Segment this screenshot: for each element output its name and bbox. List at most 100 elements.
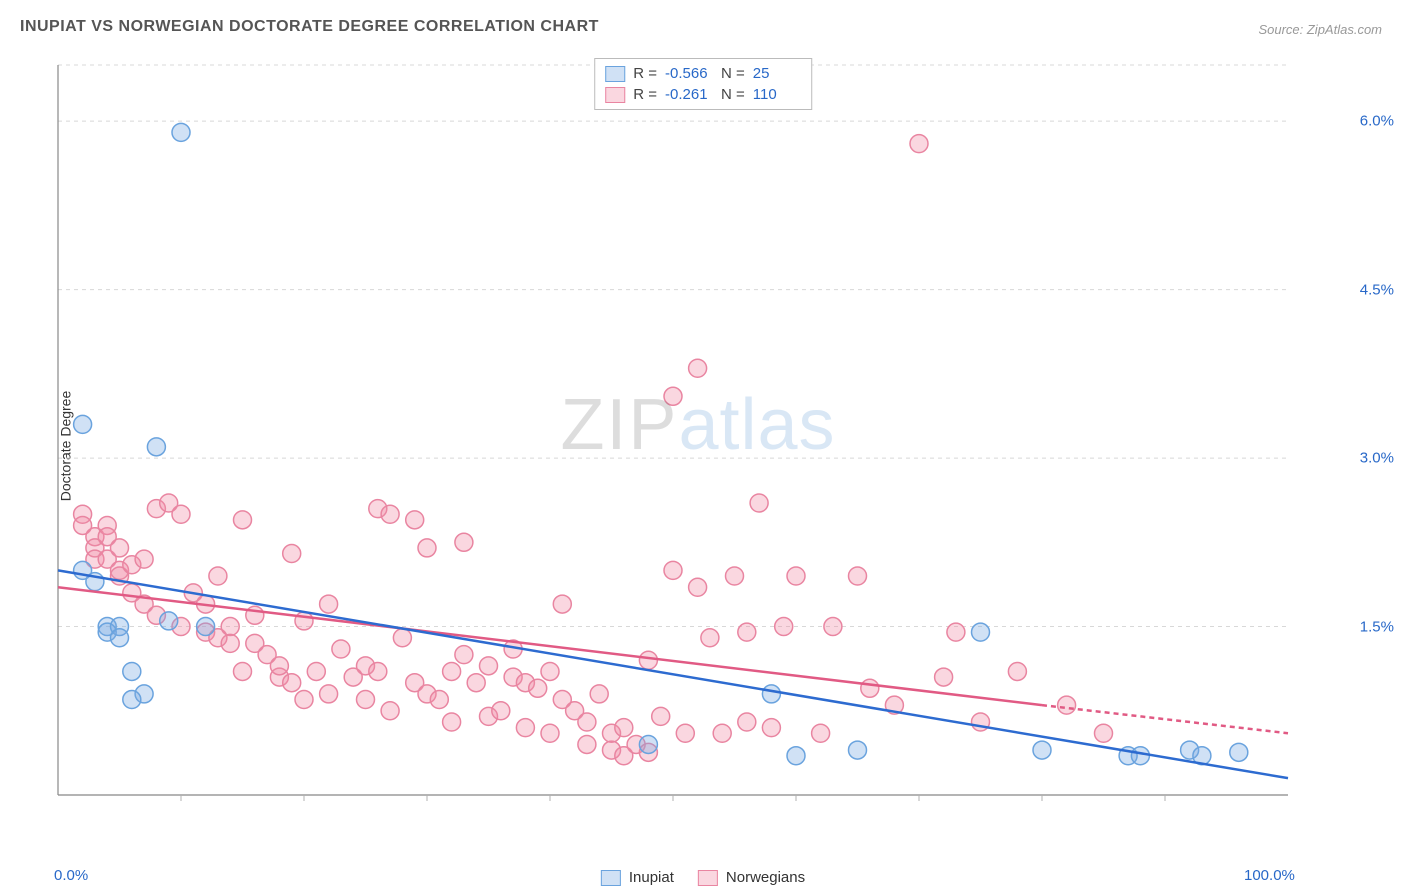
norwegians-point bbox=[738, 623, 756, 641]
legend-row-norwegians: R = -0.261 N = 110 bbox=[605, 84, 801, 105]
legend-correlation: R = -0.566 N = 25 R = -0.261 N = 110 bbox=[594, 58, 812, 110]
norwegians-point bbox=[393, 629, 411, 647]
norwegians-point bbox=[910, 135, 928, 153]
norwegians-point bbox=[750, 494, 768, 512]
norwegians-point bbox=[369, 662, 387, 680]
legend-label-inupiat: Inupiat bbox=[629, 869, 674, 886]
x-axis-min-label: 0.0% bbox=[54, 867, 88, 884]
chart-svg bbox=[48, 55, 1348, 825]
norwegians-point bbox=[357, 691, 375, 709]
inupiat-point bbox=[197, 618, 215, 636]
norwegians-point bbox=[221, 618, 239, 636]
legend-swatch-inupiat bbox=[605, 66, 625, 82]
norwegians-point bbox=[726, 567, 744, 585]
norwegians-point bbox=[221, 634, 239, 652]
norwegians-point bbox=[295, 612, 313, 630]
plot-area: ZIPatlas bbox=[48, 55, 1348, 825]
norwegians-point bbox=[270, 657, 288, 675]
chart-source: Source: ZipAtlas.com bbox=[1258, 22, 1382, 37]
norwegians-point bbox=[947, 623, 965, 641]
norwegians-point bbox=[553, 595, 571, 613]
norwegians-point bbox=[234, 511, 252, 529]
norwegians-point bbox=[652, 707, 670, 725]
norwegians-point bbox=[541, 724, 559, 742]
trend-line bbox=[58, 587, 1042, 705]
norwegians-point bbox=[676, 724, 694, 742]
norwegians-point bbox=[664, 387, 682, 405]
norwegians-point bbox=[824, 618, 842, 636]
inupiat-point bbox=[147, 438, 165, 456]
norwegians-point bbox=[516, 719, 534, 737]
norwegians-point bbox=[111, 539, 129, 557]
y-tick-label: 4.5% bbox=[1360, 281, 1394, 298]
y-tick-label: 1.5% bbox=[1360, 618, 1394, 635]
norwegians-point bbox=[455, 646, 473, 664]
legend-n-label: N = bbox=[721, 86, 745, 103]
inupiat-point bbox=[111, 629, 129, 647]
inupiat-point bbox=[74, 415, 92, 433]
y-tick-label: 6.0% bbox=[1360, 113, 1394, 130]
norwegians-point bbox=[467, 674, 485, 692]
inupiat-point bbox=[849, 741, 867, 759]
legend-r-label: R = bbox=[633, 86, 657, 103]
norwegians-point bbox=[480, 657, 498, 675]
norwegians-point bbox=[775, 618, 793, 636]
norwegians-point bbox=[332, 640, 350, 658]
legend-r-value: -0.261 bbox=[665, 86, 713, 103]
norwegians-point bbox=[418, 539, 436, 557]
legend-swatch-norwegians bbox=[698, 870, 718, 886]
norwegians-point bbox=[430, 691, 448, 709]
inupiat-point bbox=[1131, 747, 1149, 765]
norwegians-point bbox=[295, 691, 313, 709]
trend-line bbox=[1042, 705, 1288, 733]
inupiat-point bbox=[972, 623, 990, 641]
y-tick-label: 3.0% bbox=[1360, 450, 1394, 467]
norwegians-point bbox=[135, 550, 153, 568]
norwegians-point bbox=[307, 662, 325, 680]
norwegians-point bbox=[578, 735, 596, 753]
norwegians-point bbox=[849, 567, 867, 585]
inupiat-point bbox=[639, 735, 657, 753]
legend-label-norwegians: Norwegians bbox=[726, 869, 805, 886]
norwegians-point bbox=[381, 505, 399, 523]
norwegians-point bbox=[443, 713, 461, 731]
norwegians-point bbox=[455, 533, 473, 551]
norwegians-point bbox=[320, 595, 338, 613]
inupiat-point bbox=[123, 691, 141, 709]
norwegians-point bbox=[1008, 662, 1026, 680]
x-axis-max-label: 100.0% bbox=[1244, 867, 1295, 884]
legend-r-value: -0.566 bbox=[665, 65, 713, 82]
inupiat-point bbox=[762, 685, 780, 703]
legend-r-label: R = bbox=[633, 65, 657, 82]
norwegians-point bbox=[713, 724, 731, 742]
inupiat-point bbox=[1230, 743, 1248, 761]
legend-series: Inupiat Norwegians bbox=[601, 869, 805, 886]
norwegians-point bbox=[492, 702, 510, 720]
inupiat-point bbox=[787, 747, 805, 765]
norwegians-point bbox=[689, 578, 707, 596]
norwegians-point bbox=[664, 561, 682, 579]
norwegians-point bbox=[529, 679, 547, 697]
norwegians-point bbox=[541, 662, 559, 680]
norwegians-point bbox=[283, 674, 301, 692]
norwegians-point bbox=[615, 719, 633, 737]
inupiat-point bbox=[160, 612, 178, 630]
norwegians-point bbox=[209, 567, 227, 585]
legend-swatch-inupiat bbox=[601, 870, 621, 886]
norwegians-point bbox=[406, 511, 424, 529]
legend-n-value: 110 bbox=[753, 86, 801, 103]
norwegians-point bbox=[590, 685, 608, 703]
legend-row-inupiat: R = -0.566 N = 25 bbox=[605, 63, 801, 84]
norwegians-point bbox=[861, 679, 879, 697]
norwegians-point bbox=[1058, 696, 1076, 714]
norwegians-point bbox=[283, 545, 301, 563]
norwegians-point bbox=[381, 702, 399, 720]
norwegians-point bbox=[701, 629, 719, 647]
legend-item-norwegians: Norwegians bbox=[698, 869, 805, 886]
chart-title: INUPIAT VS NORWEGIAN DOCTORATE DEGREE CO… bbox=[20, 18, 599, 36]
norwegians-point bbox=[443, 662, 461, 680]
norwegians-point bbox=[1095, 724, 1113, 742]
norwegians-point bbox=[935, 668, 953, 686]
norwegians-point bbox=[578, 713, 596, 731]
norwegians-point bbox=[234, 662, 252, 680]
